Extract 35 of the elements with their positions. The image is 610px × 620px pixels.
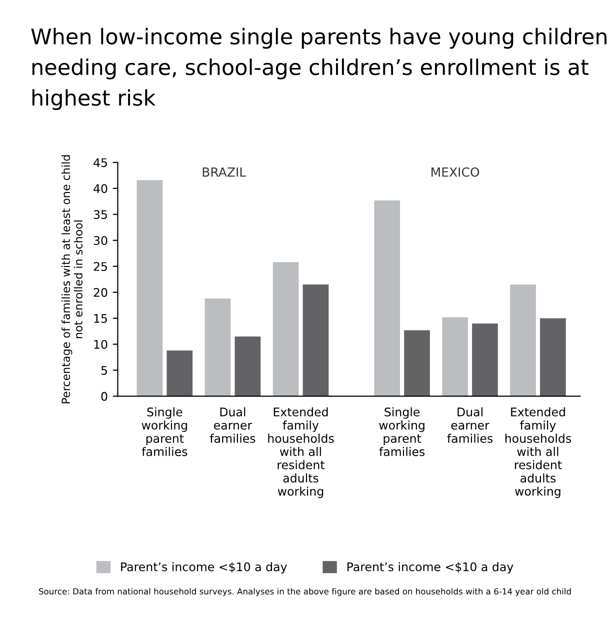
- legend-label: Parent’s income <$10 a day: [347, 562, 514, 574]
- y-tick-label: 15: [94, 314, 107, 323]
- chart-title: MEXICO: [432, 167, 480, 177]
- bar: [166, 350, 193, 396]
- x-tick-label: Extended family households with all resident adults working: [268, 407, 334, 498]
- bar: [136, 180, 163, 396]
- y-tick-label: 25: [94, 262, 107, 271]
- y-tick-label: 10: [94, 340, 108, 349]
- y-tick-label: 35: [94, 210, 107, 220]
- bar: [510, 284, 536, 396]
- bar: [272, 262, 299, 396]
- bar: [204, 298, 231, 396]
- bar: [374, 200, 400, 396]
- y-tick-label: 45: [94, 158, 107, 168]
- y-axis-title: Percentage of families with at least one child not enrolled in school: [61, 155, 82, 404]
- legend-label: Parent’s income <$10 a day: [121, 562, 287, 574]
- x-tick-label: Dual earner families: [447, 407, 493, 443]
- y-tick-label: 0: [101, 392, 108, 401]
- bar: [472, 323, 498, 396]
- y-tick-label: 30: [94, 236, 108, 246]
- x-tick-label: Dual earner families: [210, 407, 256, 443]
- y-tick-label: 20: [94, 288, 108, 297]
- x-tick-label: Extended family households with all resident adults working: [505, 407, 572, 498]
- bar: [404, 330, 430, 396]
- x-tick-label: Single working parent families: [379, 407, 425, 456]
- bar: [540, 318, 566, 396]
- text: When low-income single parents have young children needing care, school-age children’s enrollment is at highest risk: [31, 28, 606, 110]
- x-tick-label: Single working parent families: [142, 407, 188, 456]
- bar: [302, 284, 329, 396]
- bar: [234, 336, 261, 396]
- y-tick-label: 5: [101, 366, 107, 375]
- source-note: Source: Data from national household surveys. Analyses in the above figure are based on households with a 6-14 year old child: [39, 588, 571, 596]
- chart-title: BRAZIL: [202, 168, 246, 177]
- y-tick-label: 40: [94, 184, 108, 194]
- bar: [442, 317, 468, 396]
